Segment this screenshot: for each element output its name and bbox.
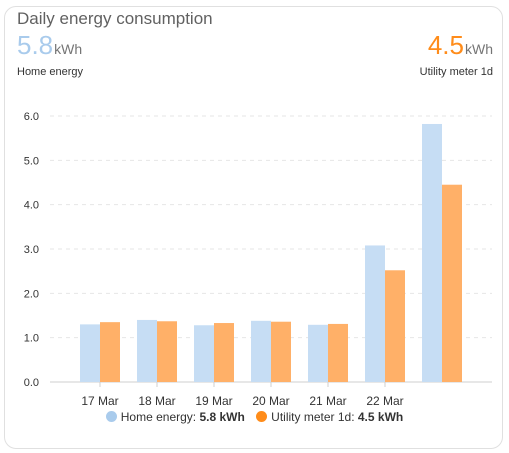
home-energy-label: Home energy — [17, 66, 84, 78]
bar-utility-meter — [385, 270, 405, 382]
y-tick-label: 6.0 — [24, 111, 39, 123]
bar-home-energy — [137, 319, 157, 382]
legend-value-utility-meter: 4.5 kWh — [357, 410, 404, 424]
home-energy-unit: kWh — [54, 41, 83, 57]
y-tick-label: 3.0 — [24, 244, 39, 256]
bar-home-energy — [80, 324, 100, 382]
x-tick-label: 22 Mar — [366, 394, 403, 408]
bar-home-energy — [308, 324, 328, 382]
x-tick-label: 17 Mar — [81, 394, 118, 408]
bar-home-energy — [194, 325, 214, 382]
bar-utility-meter — [157, 321, 177, 382]
chart-legend: Home energy: 5.8 kWh Utility meter 1d: 4… — [0, 410, 509, 424]
bar-utility-meter — [214, 323, 234, 382]
legend-item-home-energy[interactable]: Home energy: 5.8 kWh — [105, 410, 245, 424]
legend-label-utility-meter: Utility meter 1d — [271, 410, 352, 424]
legend-value-home-energy: 5.8 kWh — [199, 410, 245, 424]
utility-meter-unit: kWh — [465, 41, 493, 57]
bar-utility-meter — [328, 323, 348, 382]
bar-utility-meter — [271, 321, 291, 382]
legend-item-utility-meter[interactable]: Utility meter 1d: 4.5 kWh — [256, 410, 403, 424]
y-tick-label: 4.0 — [24, 200, 39, 212]
bar-home-energy — [251, 320, 271, 382]
legend-dot-home-energy — [105, 411, 117, 422]
y-tick-label: 5.0 — [24, 155, 39, 167]
utility-meter-stat[interactable]: 4.5kWh Utility meter 1d — [420, 30, 493, 78]
x-tick-label: 18 Mar — [138, 394, 175, 408]
card-title: Daily energy consumption — [17, 9, 213, 28]
home-energy-value: 5.8 — [17, 30, 54, 60]
utility-meter-value: 4.5 — [427, 30, 464, 60]
bar-home-energy — [365, 245, 385, 382]
bar-utility-meter — [442, 184, 462, 382]
home-energy-stat[interactable]: 5.8kWh Home energy — [17, 30, 83, 78]
utility-meter-label: Utility meter 1d — [419, 66, 493, 78]
x-tick-label: 20 Mar — [252, 394, 289, 408]
x-tick-label: 19 Mar — [195, 394, 232, 408]
legend-label-home-energy: Home energy — [120, 410, 193, 424]
bar-utility-meter — [100, 322, 120, 382]
y-tick-label: 0.0 — [24, 377, 39, 389]
x-tick-label: 21 Mar — [309, 394, 346, 408]
y-tick-label: 2.0 — [24, 288, 39, 300]
bar-home-energy — [422, 123, 442, 382]
y-tick-label: 1.0 — [24, 333, 39, 345]
legend-dot-utility-meter — [256, 411, 268, 422]
